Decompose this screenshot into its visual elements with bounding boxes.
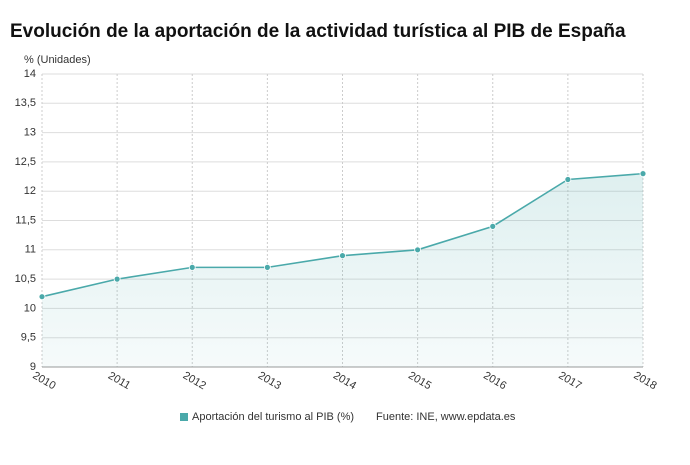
point <box>188 263 196 271</box>
y-tick-label: 12 <box>24 185 36 197</box>
point <box>113 275 121 283</box>
y-tick-label: 9,5 <box>21 332 36 344</box>
point <box>339 252 346 260</box>
y-tick-label: 10,5 <box>15 273 36 285</box>
x-tick-label: 2018 <box>631 370 658 393</box>
y-tick-label: 11,5 <box>15 214 36 226</box>
x-tick-label: 2011 <box>106 370 132 392</box>
point <box>489 222 497 230</box>
x-tick-label: 2016 <box>481 370 508 393</box>
y-tick-label: 9 <box>30 361 36 373</box>
source: Fuente: INE, www.epdata.es <box>376 411 516 423</box>
chart-title: Evolución de la aportación de la activid… <box>10 21 626 42</box>
point <box>263 263 271 271</box>
point <box>38 293 46 301</box>
y-axis-label: % (Unidades) <box>24 54 91 66</box>
point <box>564 176 572 183</box>
x-tick-label: 2012 <box>181 370 208 393</box>
y-tick-label: 10 <box>24 302 36 314</box>
x-tick-label: 2010 <box>30 370 57 393</box>
x-tick-label: 2013 <box>256 370 283 393</box>
legend-label: Aportación del turismo al PIB (%) <box>192 411 354 423</box>
x-tick-label: 2017 <box>556 370 583 393</box>
y-tick-label: 13,5 <box>15 97 36 109</box>
x-tick-label: 2015 <box>406 370 433 393</box>
y-tick-label: 14 <box>24 68 36 80</box>
x-tick-label: 2014 <box>331 370 358 393</box>
y-tick-label: 13 <box>24 127 36 139</box>
y-tick-label: 12,5 <box>15 156 36 168</box>
legend-swatch <box>180 413 188 421</box>
area <box>42 173 643 367</box>
y-tick-label: 11 <box>25 244 36 256</box>
point <box>414 246 422 254</box>
point <box>639 170 647 178</box>
